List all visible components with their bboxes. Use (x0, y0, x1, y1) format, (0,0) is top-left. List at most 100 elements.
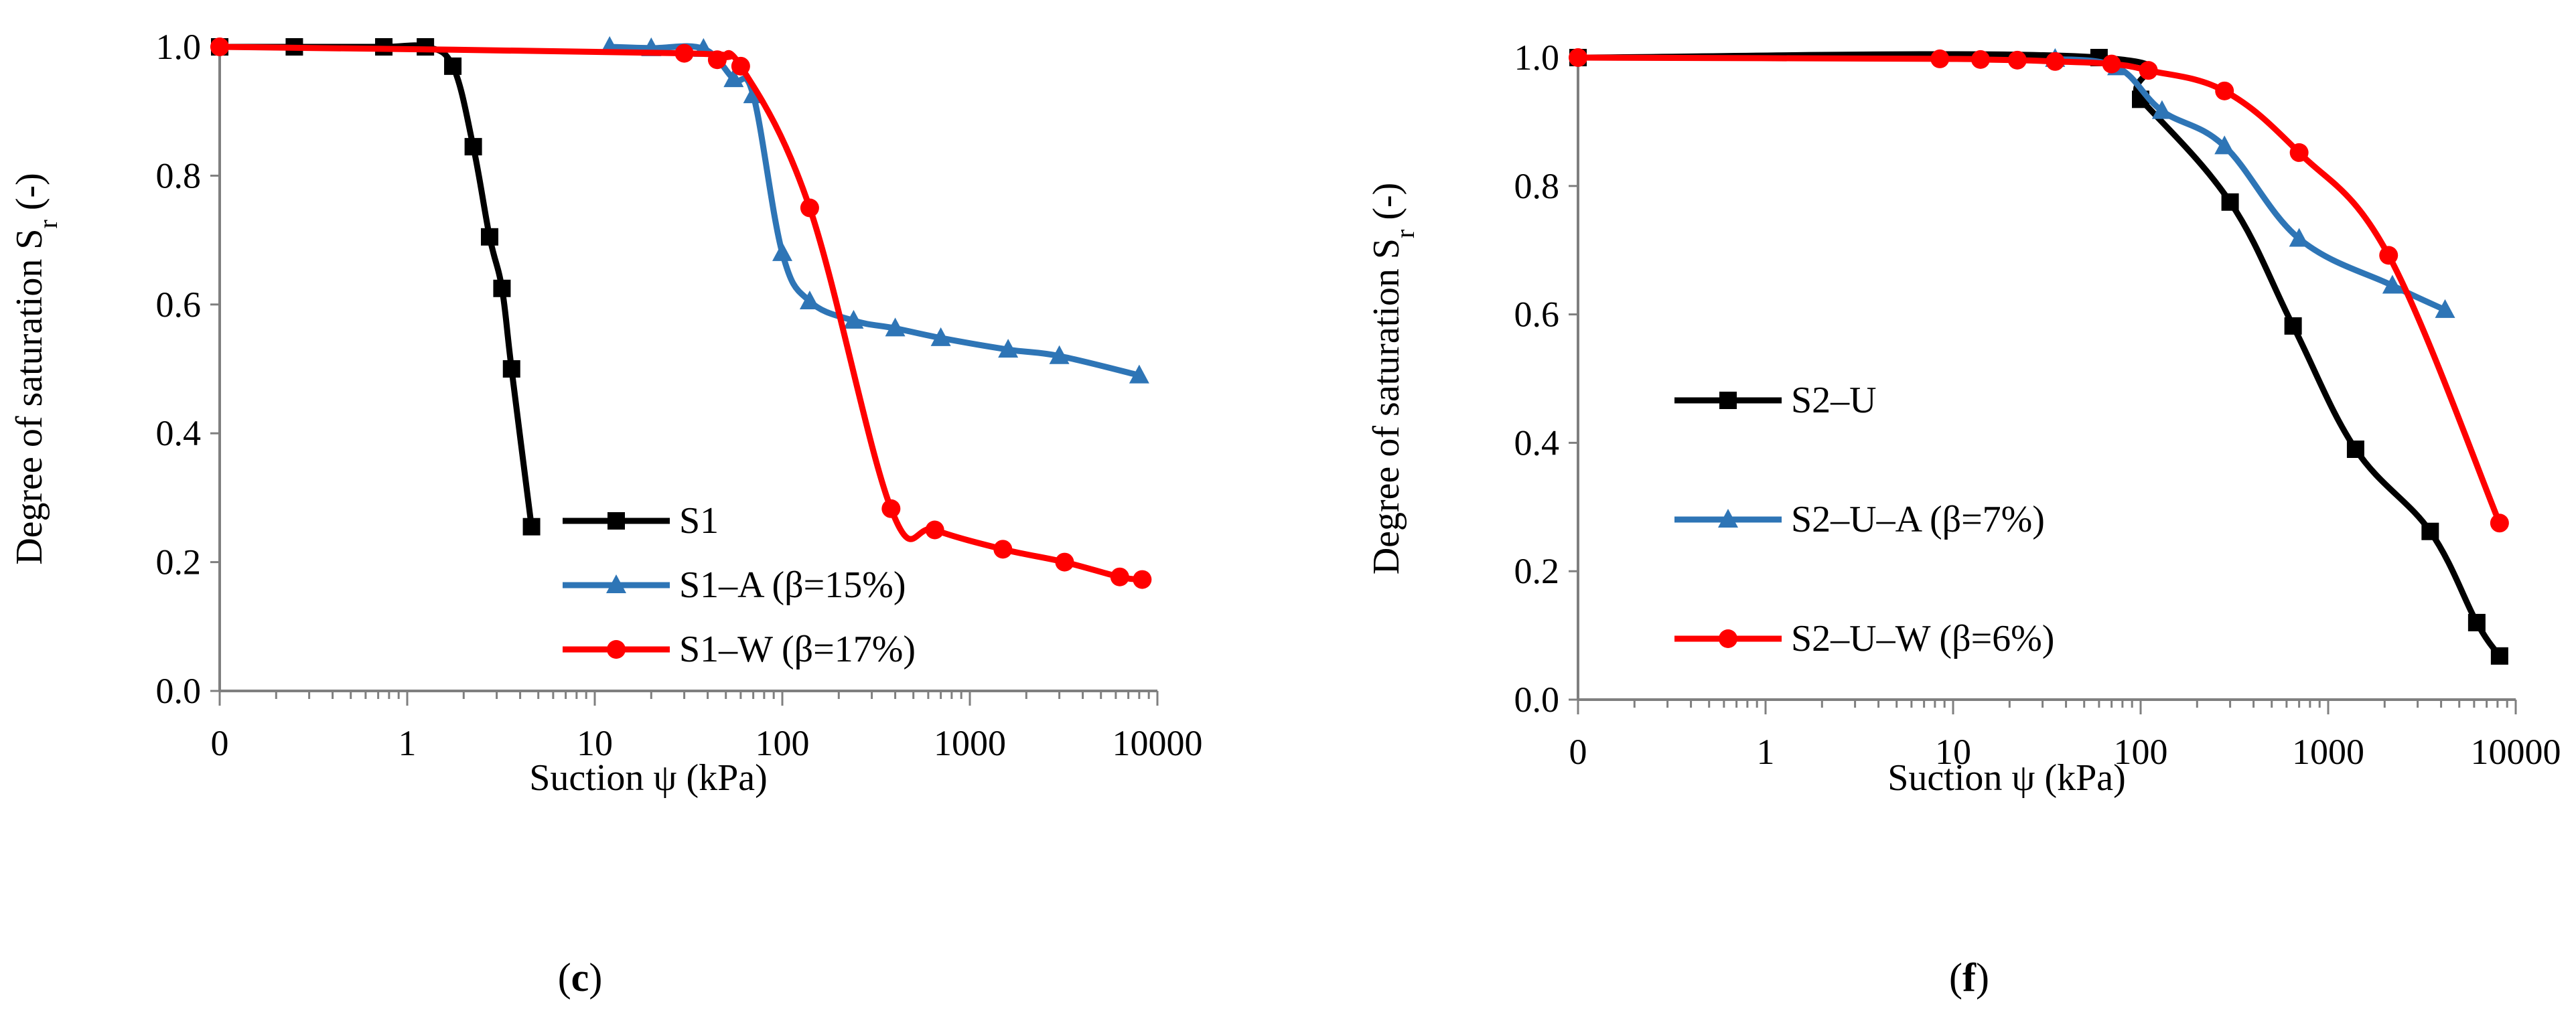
legend-entry: S2–U–A (β=7%) (1674, 499, 2045, 540)
legend-entry: S1–A (β=15%) (563, 564, 906, 606)
series-square (211, 38, 541, 536)
data-point (2382, 274, 2403, 294)
x-tick-label: 1000 (934, 723, 1006, 763)
legend-marker (1719, 392, 1737, 409)
x-tick-label: 10000 (1113, 723, 1203, 763)
x-tick-label: 1 (1757, 732, 1775, 772)
series-line (1575, 51, 2503, 659)
y-tick-label: 0.6 (156, 285, 202, 325)
legend-marker (1719, 629, 1737, 648)
data-point (674, 44, 694, 63)
series-line (216, 42, 535, 530)
y-axis-title: Degree of saturation Sr (-) (9, 173, 63, 565)
data-point (1055, 552, 1074, 572)
data-point (772, 242, 792, 261)
series-circle (210, 37, 1152, 589)
data-point (881, 499, 901, 518)
data-point (800, 198, 819, 218)
data-point (1133, 570, 1152, 589)
data-point (2289, 228, 2309, 247)
y-tick-label: 0.6 (1514, 295, 1560, 335)
legend-marker (607, 640, 626, 659)
data-point (493, 279, 511, 297)
series-triangle (599, 36, 1149, 384)
series-line (606, 43, 1143, 379)
chart-panel-f: 0.0 0.2 0.4 0.6 0.8 1.0 0 1 10 100 1000 10000 Degree… (1366, 37, 2561, 1000)
data-point (210, 37, 229, 56)
y-tick-label: 0.4 (156, 413, 202, 453)
data-point (2139, 61, 2158, 80)
legend-label: S2–U–A (β=7%) (1791, 499, 2045, 540)
data-point (2214, 135, 2235, 155)
y-tick-label: 0.2 (1514, 551, 1560, 591)
legend-entry: S2–U–W (β=6%) (1674, 618, 2054, 659)
series-triangle (2045, 48, 2455, 318)
x-axis-title: Suction ψ (kPa) (1887, 757, 2125, 799)
legend-label: S1–W (β=17%) (679, 629, 916, 670)
data-point (930, 327, 951, 346)
data-point (885, 317, 906, 337)
y-tick-label: 0.0 (1514, 680, 1560, 720)
data-point (2046, 52, 2065, 71)
legend-entry: S1 (563, 500, 719, 542)
legend-label: S2–U (1791, 380, 1877, 421)
legend-label: S2–U–W (β=6%) (1791, 618, 2054, 659)
legend-marker (1718, 509, 1738, 528)
data-point (2435, 299, 2455, 318)
x-tick-label: 0 (1569, 732, 1587, 772)
data-point (1110, 567, 1129, 586)
data-point (2007, 50, 2027, 70)
series-line (2052, 56, 2449, 313)
legend-entry: S2–U (1674, 380, 1877, 421)
data-point (2102, 54, 2121, 74)
x-tick-label: 0 (211, 723, 229, 763)
data-point (799, 290, 820, 309)
legend-entry: S1–W (β=17%) (563, 629, 916, 670)
x-tick-label: 1 (399, 723, 417, 763)
x-tick-label: 10 (577, 723, 613, 763)
x-tick-label: 1000 (2292, 732, 2364, 772)
data-point (2379, 246, 2399, 265)
chart-panel-c: 0.0 0.2 0.4 0.6 0.8 1.0 0 1 10 100 1000 10000 Degree… (9, 27, 1203, 1000)
data-point (2289, 143, 2309, 162)
data-point (723, 68, 744, 88)
data-point (925, 520, 944, 540)
data-point (1569, 48, 1587, 67)
x-tick-label: 100 (756, 723, 810, 763)
data-point (1049, 345, 1070, 364)
data-point (2490, 647, 2508, 665)
legend-label: S1 (679, 500, 719, 542)
series-circle (1569, 48, 2509, 533)
y-tick-label: 0.0 (156, 671, 202, 711)
data-point (2421, 522, 2439, 540)
data-point (998, 339, 1019, 358)
data-point (2467, 613, 2486, 631)
panel-caption: (f) (1949, 955, 1989, 1000)
data-point (2215, 81, 2234, 100)
data-point (2346, 440, 2364, 458)
data-point (731, 56, 750, 76)
x-tick-label: 100 (2114, 732, 2168, 772)
data-point (1129, 364, 1149, 384)
x-axis-title: Suction ψ (kPa) (529, 757, 767, 799)
y-tick-label: 1.0 (1514, 37, 1560, 78)
y-tick-label: 0.2 (156, 542, 202, 582)
y-axis-title: Degree of saturation Sr (-) (1366, 183, 1420, 575)
data-point (464, 138, 482, 156)
legend-label: S1–A (β=15%) (679, 564, 906, 606)
data-point (993, 540, 1013, 559)
series-square (1569, 49, 2508, 665)
x-tick-label: 10 (1935, 732, 1971, 772)
panel-caption: (c) (558, 955, 603, 1000)
y-tick-label: 0.4 (1514, 422, 1560, 463)
data-point (2221, 193, 2239, 211)
y-tick-label: 0.8 (1514, 166, 1560, 206)
y-tick-label: 1.0 (156, 27, 202, 67)
data-point (522, 518, 541, 536)
data-point (502, 360, 520, 378)
data-point (481, 228, 499, 246)
legend-marker (607, 512, 625, 530)
data-point (2490, 514, 2509, 533)
x-tick-label: 10000 (2471, 732, 2561, 772)
